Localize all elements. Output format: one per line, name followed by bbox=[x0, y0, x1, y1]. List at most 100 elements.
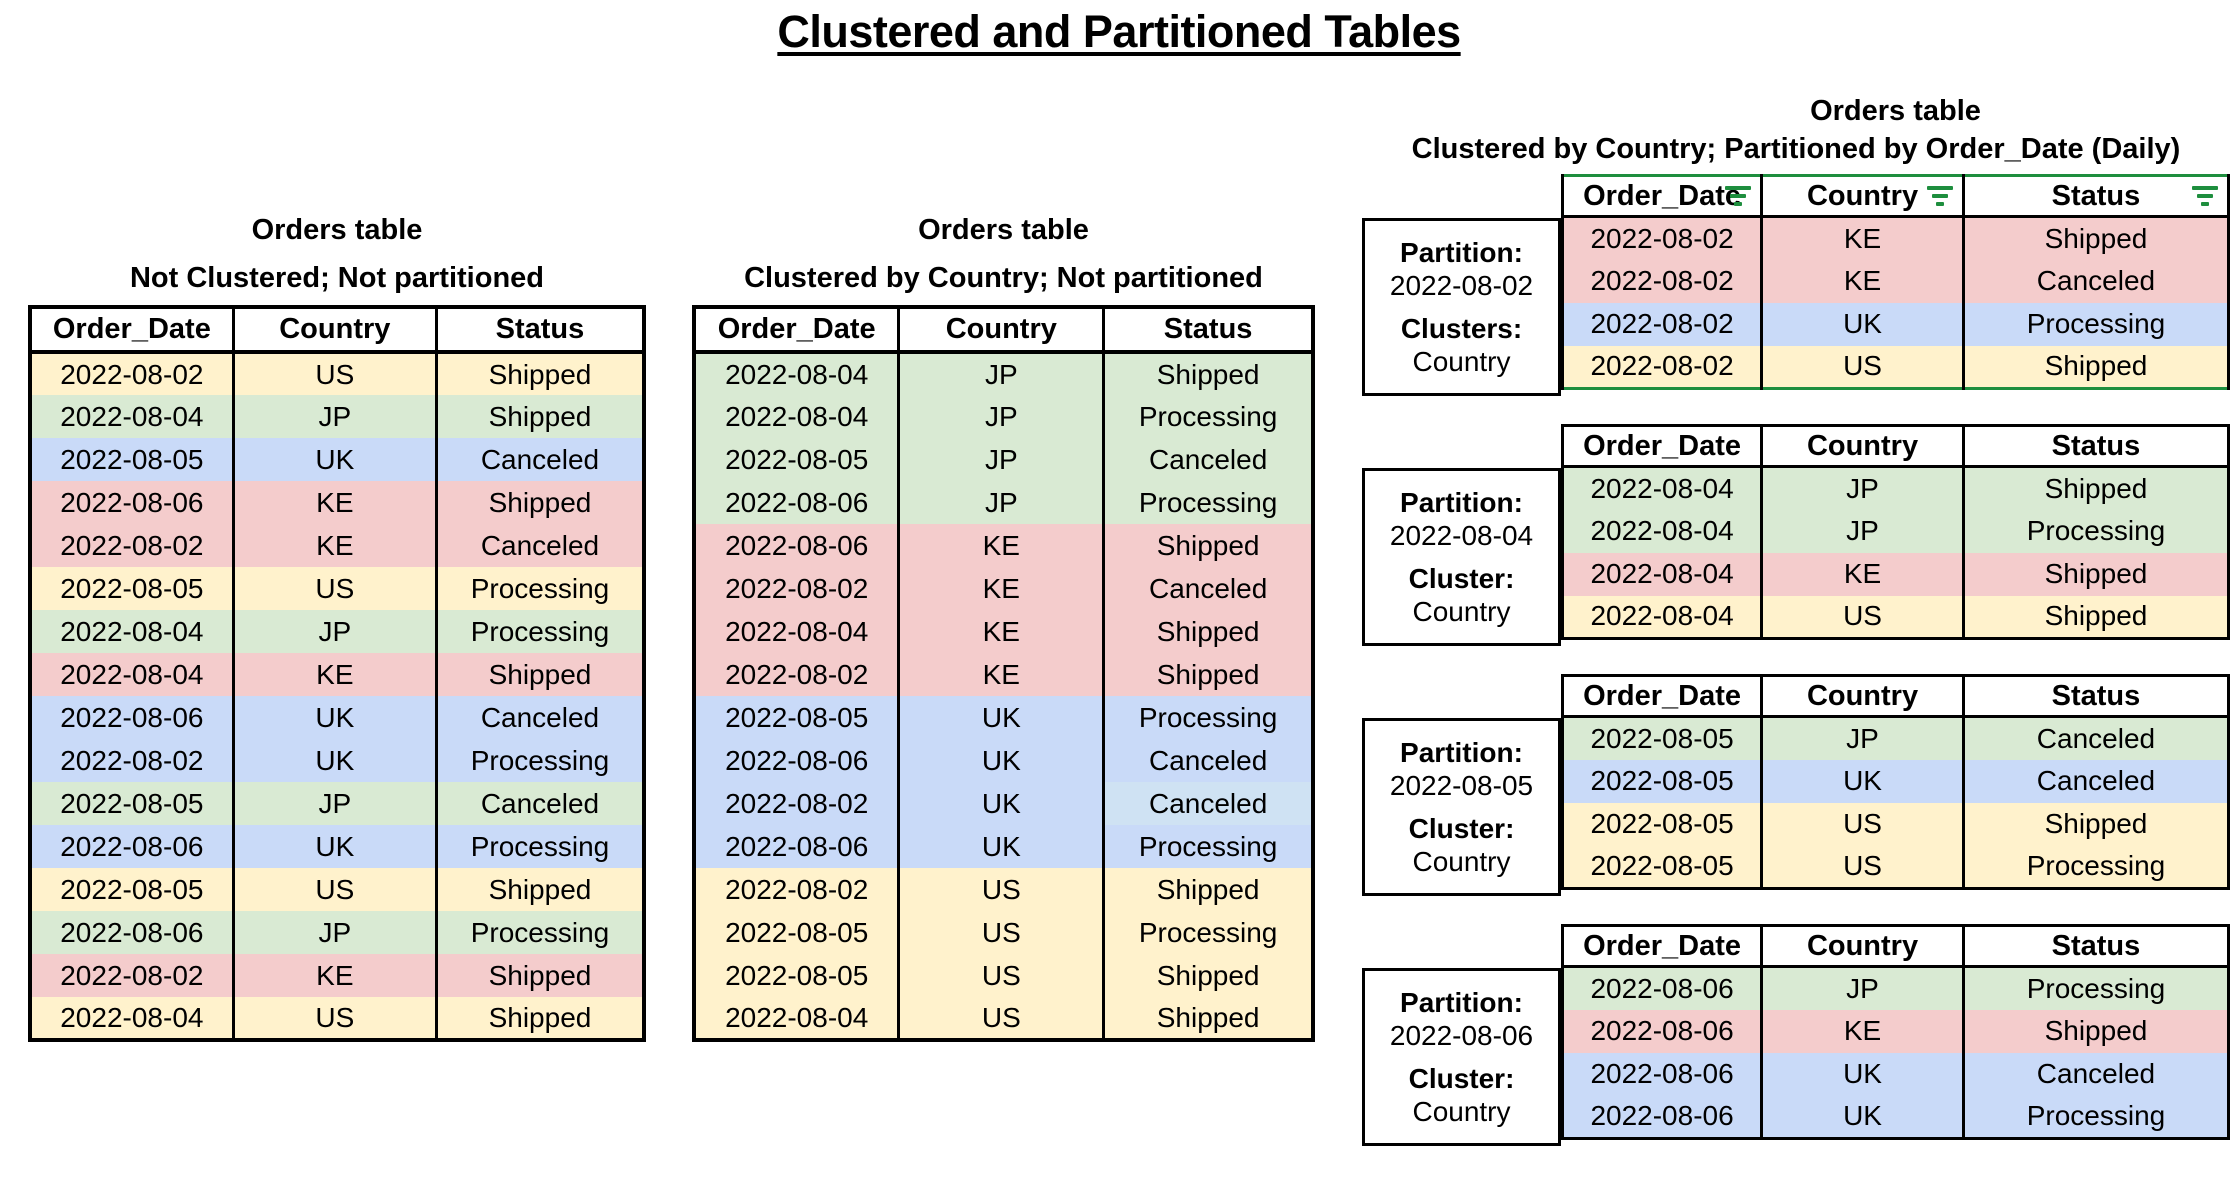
column-header-label: Order_Date bbox=[52, 313, 211, 345]
table-row: 2022-08-05 UK Canceled bbox=[1560, 759, 2231, 803]
cell-country: KE bbox=[231, 954, 438, 997]
header-row: Order_Date Country Status bbox=[1560, 925, 2231, 968]
cell-country: JP bbox=[231, 395, 438, 438]
table-row: 2022-08-02 US Shipped bbox=[28, 352, 646, 395]
cell-order-date: 2022-08-05 bbox=[1560, 802, 1764, 846]
section-clustered-only: Orders table Clustered by Country; Not p… bbox=[692, 213, 1315, 1042]
table-row: 2022-08-06 JP Processing bbox=[692, 481, 1315, 524]
partition-block: Partition: 2022-08-05 Cluster: Country Order… bbox=[1362, 674, 2231, 896]
cell-country: JP bbox=[1760, 966, 1965, 1010]
cell-order-date: 2022-08-02 bbox=[1560, 259, 1764, 303]
cell-country: UK bbox=[231, 739, 438, 782]
cell-order-date: 2022-08-06 bbox=[28, 911, 235, 954]
cell-order-date: 2022-08-05 bbox=[28, 868, 235, 911]
table-row: 2022-08-05 US Shipped bbox=[1560, 802, 2231, 846]
partition-value: 2022-08-04 bbox=[1389, 519, 1534, 551]
column-header-label: Order_Date bbox=[1583, 179, 1742, 212]
column-header-order_date: Order_Date bbox=[692, 307, 901, 354]
cell-order-date: 2022-08-02 bbox=[1560, 216, 1764, 260]
table-row: 2022-08-04 JP Shipped bbox=[692, 352, 1315, 395]
partition-table: Order_Date Country Status 2022-08-04 JP Shipp… bbox=[1560, 424, 2231, 640]
cell-status: Shipped bbox=[434, 868, 646, 911]
cell-order-date: 2022-08-04 bbox=[692, 352, 901, 395]
column-header-status: Status bbox=[1102, 307, 1315, 354]
cell-country: UK bbox=[897, 825, 1106, 868]
cell-status: Canceled bbox=[434, 524, 646, 567]
cluster-value: Country bbox=[1412, 346, 1511, 378]
cell-country: KE bbox=[231, 481, 438, 524]
cell-order-date: 2022-08-05 bbox=[1560, 716, 1764, 760]
partition-label: Partition: bbox=[1400, 486, 1523, 518]
cell-order-date: 2022-08-05 bbox=[1560, 845, 1764, 889]
table-row: 2022-08-04 US Shipped bbox=[1560, 595, 2231, 639]
filter-icon bbox=[2192, 186, 2218, 206]
cell-country: JP bbox=[1760, 716, 1965, 760]
column-header-label: Country bbox=[1806, 429, 1919, 462]
cell-status: Canceled bbox=[1102, 567, 1315, 610]
cell-order-date: 2022-08-05 bbox=[692, 696, 901, 739]
column-header-status: Status bbox=[1961, 675, 2231, 718]
column-header-country: Country bbox=[897, 307, 1106, 354]
column-header-label: Status bbox=[495, 313, 585, 345]
cell-status: Processing bbox=[1961, 1095, 2231, 1139]
cell-country: KE bbox=[897, 653, 1106, 696]
cell-country: JP bbox=[1760, 466, 1965, 510]
table-row: 2022-08-02 UK Processing bbox=[1560, 302, 2231, 346]
table-row: 2022-08-02 KE Shipped bbox=[28, 954, 646, 997]
cell-order-date: 2022-08-05 bbox=[28, 567, 235, 610]
column-header-order_date: Order_Date bbox=[1560, 925, 1764, 968]
partition-value: 2022-08-06 bbox=[1389, 1019, 1534, 1051]
table-row: 2022-08-04 KE Shipped bbox=[28, 653, 646, 696]
cell-status: Processing bbox=[434, 567, 646, 610]
table-row: 2022-08-05 JP Canceled bbox=[1560, 716, 2231, 760]
cell-order-date: 2022-08-04 bbox=[1560, 552, 1764, 596]
column-header-label: Status bbox=[2051, 929, 2141, 962]
middle-table-title: Orders table bbox=[918, 214, 1089, 246]
cell-status: Processing bbox=[434, 911, 646, 954]
partition-value: 2022-08-02 bbox=[1389, 269, 1534, 301]
table-row: 2022-08-04 JP Processing bbox=[692, 395, 1315, 438]
table-row: 2022-08-05 US Processing bbox=[28, 567, 646, 610]
cell-country: US bbox=[231, 567, 438, 610]
partition-label: Partition: bbox=[1400, 736, 1523, 768]
table-row: 2022-08-04 KE Shipped bbox=[692, 610, 1315, 653]
cell-status: Processing bbox=[1961, 845, 2231, 889]
cell-country: JP bbox=[897, 438, 1106, 481]
cell-country: UK bbox=[897, 696, 1106, 739]
cell-order-date: 2022-08-02 bbox=[692, 653, 901, 696]
cluster-label-group: Cluster: Country bbox=[1367, 1062, 1556, 1128]
cell-order-date: 2022-08-04 bbox=[692, 395, 901, 438]
cell-order-date: 2022-08-02 bbox=[1560, 302, 1764, 346]
column-header-status: Status bbox=[1961, 925, 2231, 968]
section-clustered-partitioned: Orders table Clustered by Country; Parti… bbox=[1362, 94, 2231, 1174]
cluster-label: Cluster: bbox=[1408, 813, 1515, 845]
table-row: 2022-08-05 UK Processing bbox=[692, 696, 1315, 739]
page-title: Clustered and Partitioned Tables bbox=[777, 6, 1461, 57]
partition-label-group: Partition: 2022-08-06 bbox=[1367, 986, 1556, 1052]
cell-order-date: 2022-08-05 bbox=[692, 954, 901, 997]
cell-status: Processing bbox=[1961, 509, 2231, 553]
cell-order-date: 2022-08-04 bbox=[28, 395, 235, 438]
table-row: 2022-08-04 JP Processing bbox=[1560, 509, 2231, 553]
table-row: 2022-08-02 KE Canceled bbox=[28, 524, 646, 567]
cell-order-date: 2022-08-02 bbox=[1560, 345, 1764, 389]
table-row: 2022-08-06 KE Shipped bbox=[1560, 1009, 2231, 1053]
left-table-subtitle: Not Clustered; Not partitioned bbox=[129, 262, 545, 294]
cell-order-date: 2022-08-04 bbox=[28, 610, 235, 653]
cell-country: UK bbox=[897, 739, 1106, 782]
cell-order-date: 2022-08-05 bbox=[1560, 759, 1764, 803]
cell-country: UK bbox=[231, 825, 438, 868]
cell-country: JP bbox=[231, 782, 438, 825]
cell-order-date: 2022-08-02 bbox=[692, 567, 901, 610]
partition-block: Partition: 2022-08-02 Clusters: Country Orde… bbox=[1362, 174, 2231, 396]
right-section-title: Orders table bbox=[1810, 95, 1981, 127]
column-header-label: Status bbox=[2051, 679, 2141, 712]
table-row: 2022-08-05 JP Canceled bbox=[692, 438, 1315, 481]
cell-country: UK bbox=[1760, 1095, 1965, 1139]
cell-country: UK bbox=[231, 438, 438, 481]
column-header-label: Order_Date bbox=[717, 313, 876, 345]
cell-status: Shipped bbox=[1961, 802, 2231, 846]
column-header-country: Country bbox=[231, 307, 438, 354]
cell-status: Shipped bbox=[1102, 653, 1315, 696]
cell-status: Shipped bbox=[1102, 524, 1315, 567]
